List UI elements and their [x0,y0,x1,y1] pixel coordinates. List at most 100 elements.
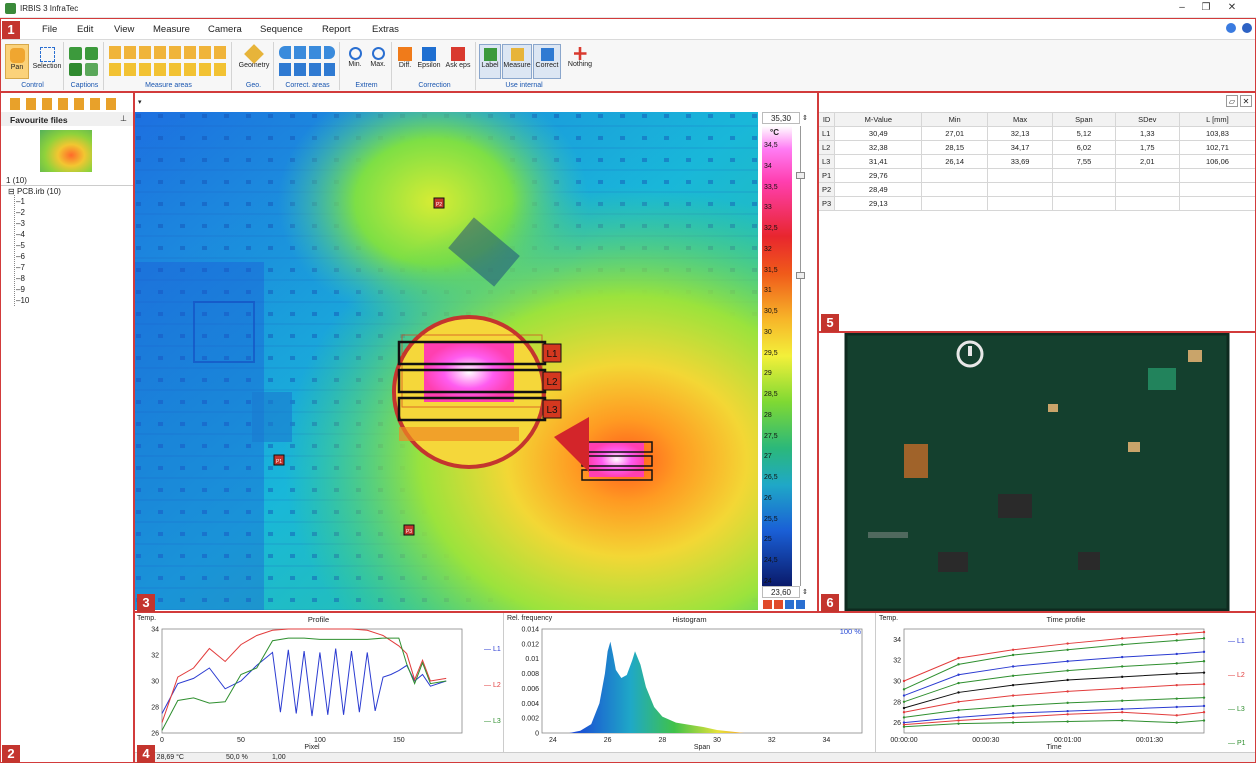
diff-button[interactable]: Diff. [395,44,415,79]
ask-eps-button[interactable]: Ask eps [443,44,473,79]
scale-tool-icon[interactable] [796,600,805,609]
tree-item[interactable]: –1 [16,197,25,206]
nothing-button[interactable]: Nothing [566,44,594,79]
marker-p3[interactable] [403,524,415,536]
menu-report[interactable]: Report [322,24,351,35]
close-button[interactable]: ✕ [1227,2,1237,13]
cell: 30,49 [834,126,923,141]
tree-item[interactable]: –7 [16,263,25,272]
min-label: Min. [348,61,362,68]
table-row[interactable]: P3 29,13 [817,196,1256,211]
caption-icon[interactable] [85,63,98,76]
scale-min-spinner-icon[interactable]: ⇕ [802,589,808,596]
tree-item[interactable]: –3 [16,219,25,228]
epsilon-button[interactable]: Epsilon [416,44,442,79]
nav-icon[interactable] [1226,23,1236,33]
menu-file[interactable]: File [42,24,58,35]
scale-lower-slider[interactable] [796,272,805,279]
correct-area-shape-icons[interactable] [279,63,335,76]
measure-area-icons[interactable] [109,63,227,76]
time-profile-chart[interactable]: Time profile Temp. 26 28 30 32 34 00:00:00 00:… [876,613,1256,753]
menu-extras[interactable]: Extras [372,24,399,35]
menu-measure[interactable]: Measure [153,24,190,35]
table-row[interactable]: L1 30,49 27,01 32,13 5,12 1,33 103,83 [817,126,1256,141]
help-icon[interactable] [1242,23,1252,33]
favourite-files-title: Favourite files [10,115,68,125]
caption-icon[interactable] [85,47,98,60]
group-measure-areas: Measure areas [106,42,232,90]
charts-panel: Profile Temp. 26 28 30 32 34 0 50 100 150 Pixel — … [134,612,1256,753]
visual-image[interactable] [818,332,1256,612]
marker-p2[interactable] [433,197,445,209]
zoom-label-l1-text: L1 [546,349,558,360]
pin-icon[interactable]: ⊥ [120,114,127,123]
scale-tool-icon[interactable] [785,600,794,609]
marker-p1[interactable] [273,454,285,466]
table-row[interactable]: L2 32,38 28,15 34,17 6,02 1,75 102,71 [817,140,1256,155]
geometry-button[interactable]: Geometry [236,44,272,79]
scale-upper-slider[interactable] [796,172,805,179]
tree-item[interactable]: –6 [16,252,25,261]
col-length[interactable]: L [mm] [1178,112,1256,127]
correct-area-icons[interactable] [279,46,335,59]
series-point [1202,719,1206,722]
selection-button[interactable]: Selection [32,44,62,79]
measure-button[interactable]: Measure [502,44,532,79]
toolbar-dropdown-icon[interactable]: ▾ [138,99,142,106]
tree-item[interactable]: –5 [16,241,25,250]
max-button[interactable]: Max. [367,44,389,79]
x-tick-label: 30 [713,737,721,744]
min-button[interactable]: Min. [344,44,366,79]
series-line [161,648,447,717]
table-row[interactable]: L3 31,41 26,14 33,69 7,55 2,01 106,06 [817,154,1256,169]
tree-item-label: 5 [20,241,25,250]
profile-chart[interactable]: Profile Temp. 26 28 30 32 34 0 50 100 150 Pixel — … [134,613,504,753]
close-panel-icon[interactable]: ✕ [1240,95,1252,107]
menu-view[interactable]: View [114,24,135,35]
scale-max-spinner-icon[interactable]: ⇕ [802,115,808,122]
table-row[interactable]: P2 28,49 [817,182,1256,197]
col-span[interactable]: Span [1052,112,1116,127]
scale-min-value[interactable]: 23,60 [762,586,800,598]
minimize-button[interactable]: – [1179,2,1185,13]
col-mvalue[interactable]: M-Value [834,112,923,127]
cell: 1,75 [1114,140,1180,155]
favourite-thumbnail[interactable] [40,130,92,172]
menu-sequence[interactable]: Sequence [260,24,303,35]
col-min[interactable]: Min [921,112,988,127]
series-line [161,628,447,723]
thermal-image[interactable]: L1 L2 L3 P2 P1 P3 [134,112,758,610]
menu-camera[interactable]: Camera [208,24,242,35]
caption-icon[interactable] [69,63,82,76]
scale-tool-icon[interactable] [763,600,772,609]
scale-tick-label: 28 [764,411,772,419]
group-geo: Geometry Geo. [234,42,274,90]
menu-edit[interactable]: Edit [77,24,94,35]
tree-item[interactable]: –2 [16,208,25,217]
col-id[interactable]: ID [817,112,836,127]
tree-item[interactable]: –8 [16,274,25,283]
tree-root[interactable]: ⊟ PCB.irb (10) [8,187,61,196]
restore-button[interactable]: ❐ [1201,2,1211,13]
status-zoom: 50,0 % [226,754,248,761]
table-row[interactable]: P1 29,76 [817,168,1256,183]
col-max[interactable]: Max [986,112,1054,127]
scale-tool-icon[interactable] [774,600,783,609]
pan-button[interactable]: Pan [5,44,29,79]
tree-item[interactable]: –10 [16,296,30,305]
correct-button[interactable]: Correct [533,44,561,79]
scale-max-value[interactable]: 35,30 [762,112,800,124]
browser-toolbar-icons[interactable] [10,98,120,110]
tree-item[interactable]: –9 [16,285,25,294]
pin-panel-icon[interactable]: ▱ [1226,95,1238,107]
histogram-chart[interactable]: Histogram Rel. frequency 100 % 0 0.002 0.0… [504,613,876,753]
caption-icon[interactable] [69,47,82,60]
measure-tool-icons[interactable] [109,46,227,59]
tree-item[interactable]: –4 [16,230,25,239]
zoom-label-l2 [542,371,562,391]
col-sdev[interactable]: SDev [1114,112,1180,127]
measure-icon [510,48,524,61]
label-button[interactable]: Label [479,44,501,79]
series-point [1202,637,1206,640]
series-point [1066,678,1069,682]
